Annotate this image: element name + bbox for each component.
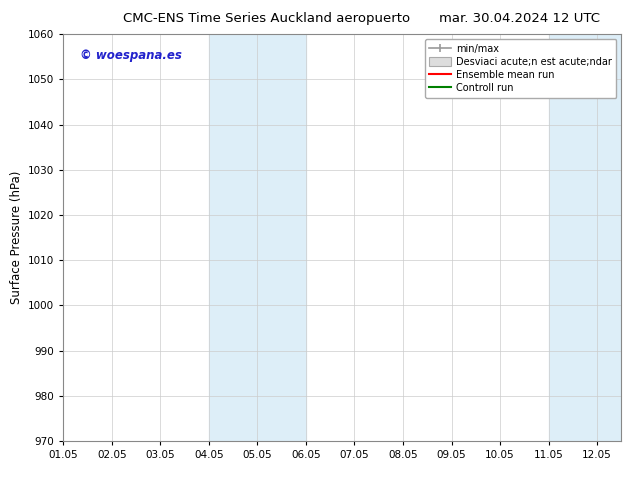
Legend: min/max, Desviaci acute;n est acute;ndar, Ensemble mean run, Controll run: min/max, Desviaci acute;n est acute;ndar… xyxy=(425,39,616,98)
Text: © woespana.es: © woespana.es xyxy=(80,49,182,62)
Bar xyxy=(209,34,306,441)
Text: mar. 30.04.2024 12 UTC: mar. 30.04.2024 12 UTC xyxy=(439,12,600,25)
Bar xyxy=(548,34,621,441)
Text: CMC-ENS Time Series Auckland aeropuerto: CMC-ENS Time Series Auckland aeropuerto xyxy=(123,12,410,25)
Y-axis label: Surface Pressure (hPa): Surface Pressure (hPa) xyxy=(10,171,23,304)
